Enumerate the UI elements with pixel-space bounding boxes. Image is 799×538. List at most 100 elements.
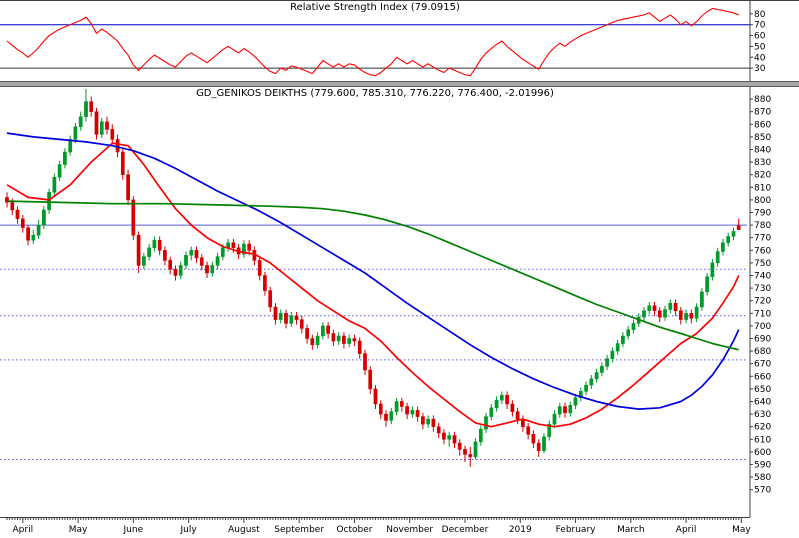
x-month-label: April [13,525,34,535]
candle-down [173,268,178,276]
price-y-tick-label: 710 [754,309,771,319]
candle-down [352,338,357,342]
candle-up [189,250,194,256]
candle-down [199,257,204,266]
candle-down [415,410,420,417]
candle-up [584,384,588,392]
candle-up [684,313,688,320]
candle-up [68,139,73,153]
candle-down [194,250,199,259]
x-month-label: May [732,525,751,535]
candle-up [494,399,499,409]
candle-down [26,227,30,241]
candle-up [184,255,188,266]
price-y-tick-label: 690 [754,334,771,344]
candle-up [52,176,57,193]
price-y-tick-label: 650 [754,385,771,395]
candle-down [452,435,457,444]
rsi-panel: Relative Strength Index (79.0915) 30 40 50… [0,1,799,81]
candle-down [331,333,336,342]
price-y-tick-label: 840 [754,145,771,155]
x-month-label: April [676,525,697,535]
candle-up [594,372,599,380]
x-month-label: August [228,525,260,535]
candle-up [315,335,320,346]
candle-down [399,401,404,407]
candle-up [484,416,488,430]
x-month-label: November [386,525,433,535]
candle-up [473,441,478,458]
candle-up [394,401,399,412]
price-y-tick-label: 780 [754,221,771,231]
candle-down [363,353,367,371]
price-y-tick-label: 610 [754,435,771,445]
candle-down [110,129,115,140]
candle-down [157,239,162,251]
candle-down [284,313,288,324]
candle-up [589,378,594,386]
candle-down [89,101,94,112]
candle-up [147,247,151,257]
candle-down [457,442,462,450]
candle-up [73,126,78,140]
candle-up [489,407,494,417]
candle-up [347,338,352,344]
candle-up [542,436,546,451]
candle-down [20,218,25,228]
rsi-y-tick-label: 50 [754,42,766,52]
candle-down [689,313,694,319]
candle-up [715,251,720,264]
candle-down [442,432,446,440]
candle-down [505,394,509,405]
candle-down [563,406,567,414]
candle-up [626,329,631,337]
candle-down [294,315,299,320]
candle-down [126,174,130,201]
candle-down [342,335,346,344]
candle-up [78,116,83,128]
candle-down [468,454,473,458]
candle-up [731,231,736,237]
candle-up [152,239,157,249]
candle-up [63,151,67,165]
ma-long-line [6,200,739,351]
candle-down [652,305,657,311]
candle-down [536,442,541,451]
rsi-y-tick-label: 80 [754,10,766,20]
price-y-tick-label: 590 [754,460,771,470]
x-month-label: May [69,525,88,535]
candle-down [357,340,362,354]
price-y-tick-label: 660 [754,372,771,382]
x-month-label: March [617,525,644,535]
candle-down [463,449,467,455]
candle-down [378,403,383,415]
price-plot[interactable]: 570 580 590 600 610 620 630 640 650 660 670 680 690 7… [0,87,799,517]
candle-up [499,394,504,401]
price-y-tick-label: 630 [754,410,771,420]
candle-down [163,250,167,261]
candle-down [15,209,20,220]
price-y-tick-label: 700 [754,322,771,332]
candle-up [478,428,483,443]
panel-divider[interactable] [0,81,799,87]
candle-down [299,319,304,329]
price-y-tick-label: 770 [754,234,771,244]
candle-up [573,397,578,406]
candle-up [610,350,615,359]
candles-group [5,89,741,468]
price-y-tick-label: 620 [754,423,771,433]
candle-up [552,413,557,425]
candle-down [673,302,678,312]
candle-down [136,234,141,266]
price-y-tick-label: 670 [754,360,771,370]
price-y-tick-label: 800 [754,196,771,206]
candle-down [120,151,125,175]
price-panel: GD_GENIKOS DEIKTHS (779.600, 785.310, 77… [0,87,799,517]
candle-down [131,199,136,236]
candle-down [368,369,373,390]
price-y-tick-label: 870 [754,108,771,118]
candle-up [647,305,652,311]
candle-down [205,265,209,274]
candle-up [710,262,715,278]
